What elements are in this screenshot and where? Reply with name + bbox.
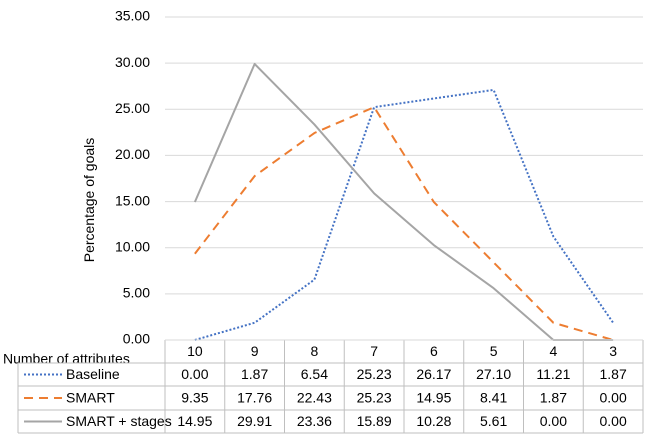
x-tick-label: 5	[490, 343, 498, 359]
data-label: 14.95	[416, 390, 451, 406]
data-label: 25.23	[357, 366, 392, 382]
y-tick-label: 0.00	[123, 331, 150, 347]
gridlines	[165, 16, 643, 295]
y-tick-label: 35.00	[115, 8, 150, 24]
x-tick-label: 6	[430, 343, 438, 359]
y-tick-label: 30.00	[115, 54, 150, 70]
data-label: 0.00	[540, 413, 567, 429]
series-line-baseline	[194, 88, 614, 341]
data-label: 23.36	[297, 413, 332, 429]
y-axis: 35.00 30.00 25.00 20.00 15.00 10.00 5.00 0.00	[115, 8, 150, 347]
x-tick-label: 4	[549, 343, 557, 359]
x-tick-label: 3	[609, 343, 617, 359]
y-tick-label: 25.00	[115, 100, 150, 116]
data-label: 26.17	[416, 366, 451, 382]
data-label: 22.43	[297, 390, 332, 406]
data-label: 0.00	[181, 366, 208, 382]
data-label: 29.91	[237, 413, 272, 429]
data-label: 1.87	[540, 390, 567, 406]
data-label: 11.21	[536, 366, 570, 382]
data-label: 17.76	[237, 390, 272, 406]
y-axis-label: Percentage of goals	[81, 138, 97, 263]
legend-label: SMART	[66, 390, 115, 406]
y-tick-label: 5.00	[123, 285, 150, 301]
legend-label: Baseline	[66, 366, 120, 382]
x-tick-label: 8	[310, 343, 318, 359]
data-label: 9.35	[181, 390, 208, 406]
x-tick-label: 7	[370, 343, 378, 359]
data-label: 15.89	[357, 413, 392, 429]
y-tick-label: 20.00	[115, 146, 150, 162]
series-line-smart	[194, 106, 614, 341]
x-axis-label: Number of attributes	[3, 351, 130, 367]
data-label: 5.61	[480, 413, 507, 429]
data-label: 1.87	[241, 366, 268, 382]
data-label: 27.10	[476, 366, 511, 382]
series-lines	[193, 62, 614, 341]
data-label: 8.41	[480, 390, 507, 406]
x-tick-label: 10	[187, 343, 203, 359]
series-line-smart-stages	[193, 62, 614, 341]
data-label: 10.28	[416, 413, 451, 429]
data-label: 0.00	[600, 390, 627, 406]
data-label: 6.54	[301, 366, 328, 382]
data-label: 1.87	[600, 366, 627, 382]
data-label: 25.23	[357, 390, 392, 406]
data-label: 14.95	[177, 413, 212, 429]
data-table: Number of attributes 10 9 8 7 6 5 4 3 Baseline 0.…	[3, 339, 644, 434]
x-tick-label: 9	[251, 343, 259, 359]
y-tick-label: 10.00	[115, 238, 150, 254]
y-tick-label: 15.00	[115, 192, 150, 208]
legend-label: SMART + stages	[66, 413, 172, 429]
data-label: 0.00	[600, 413, 627, 429]
